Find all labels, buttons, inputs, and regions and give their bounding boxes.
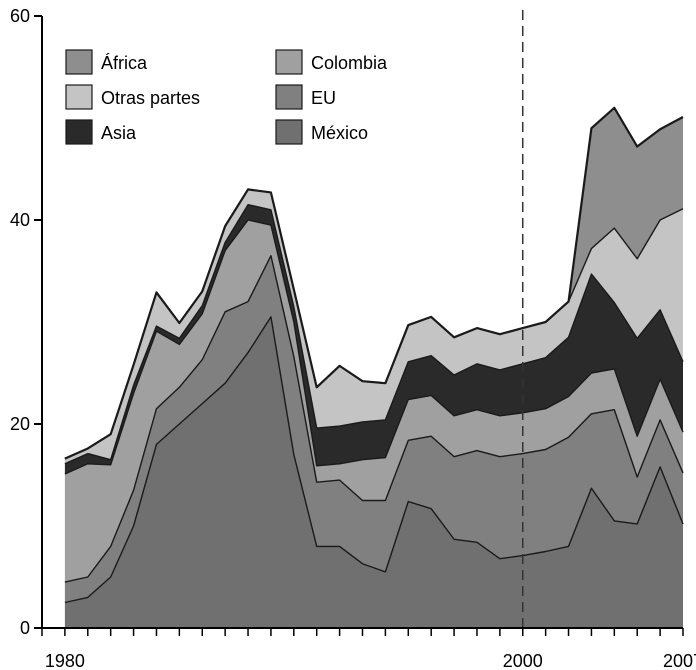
legend-label: Colombia [311,53,388,73]
y-tick-label: 0 [20,618,30,638]
legend-item-colombia: Colombia [275,49,388,75]
legend-label: EU [311,88,336,108]
legend-item-eu: EU [275,84,336,110]
legend-label: Asia [101,123,137,143]
y-tick-label: 40 [10,210,30,230]
y-tick-label: 60 [10,6,30,26]
legend-label: México [311,123,368,143]
legend-swatch [65,84,93,110]
areas-layer [64,107,683,628]
legend-item-mexico: México [275,119,368,145]
legend-swatch [275,49,303,75]
area-africa [64,107,683,459]
x-tick-label: 2007 [663,651,696,670]
area-mexico [64,316,683,628]
legend-item-asia: Asia [65,119,137,145]
legend-swatch [275,84,303,110]
area-colombia [64,220,683,583]
axes-layer: 0 20 40 60 1980 2000 2007 [10,6,696,670]
area-eu [64,255,683,603]
legend-swatch [65,49,93,75]
legend: África Colombia Otras partes EU Asia México [65,49,388,145]
boundary-line-africa [64,106,684,460]
legend-item-africa: África [65,49,148,75]
area-asia [64,204,683,474]
y-tick-label: 20 [10,414,30,434]
x-tick-label: 2000 [503,651,543,670]
legend-label: África [101,53,148,73]
legend-swatch [275,119,303,145]
x-tick-label: 1980 [45,651,85,670]
boundary-line-mexico [64,316,684,604]
boundary-line-eu [64,255,684,583]
boundary-line-asia [64,204,684,465]
legend-label: Otras partes [101,88,200,108]
legend-swatch [65,119,93,145]
lines-layer [64,10,684,628]
boundary-line-colombia [64,219,684,475]
legend-item-otras-partes: Otras partes [65,84,200,110]
